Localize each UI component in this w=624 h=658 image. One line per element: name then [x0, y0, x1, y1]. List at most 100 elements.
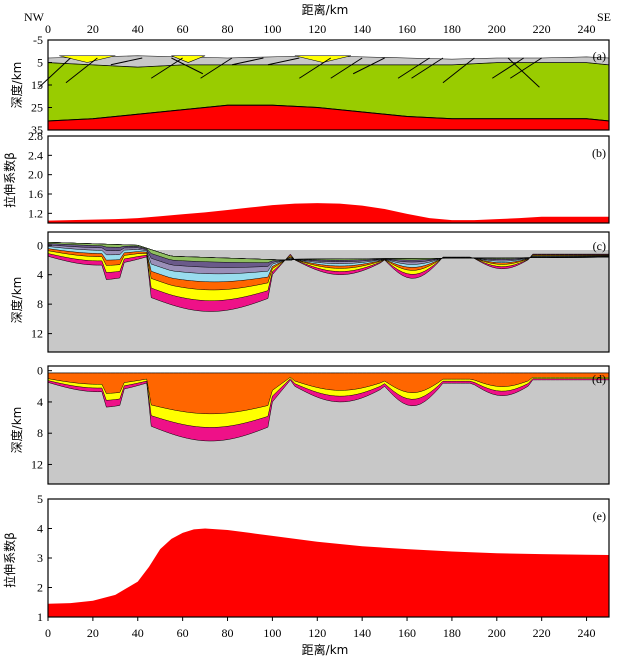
fault-line: [509, 57, 542, 79]
y-tick-label: 15: [31, 78, 43, 92]
panel-e-y-axis: 1 2 3 4 5: [37, 492, 52, 624]
fault-line: [299, 57, 332, 79]
bottom-tick-label: 80: [222, 626, 234, 640]
panel-b-ylabel: 拉伸系数β: [2, 152, 17, 208]
y-tick-label: 25: [31, 101, 43, 115]
y-tick-label: 2.4: [28, 148, 43, 162]
top-tick-label: 220: [533, 22, 551, 36]
y-tick-label: 8: [37, 297, 43, 311]
bottom-tick-label: 200: [488, 626, 506, 640]
fault-line: [330, 57, 363, 79]
fault-line: [267, 57, 300, 66]
top-tick-label: 40: [132, 22, 144, 36]
bottom-tick-label: 20: [87, 626, 99, 640]
y-tick-label: -5: [33, 33, 43, 47]
bottom-x-axis: 0 20 40 60 80 100 120 140 160 180 200 220 240: [45, 617, 596, 640]
panel-b-y-axis: 2.8 2.4 2.0 1.6 1.2: [28, 129, 52, 220]
bottom-tick-label: 180: [443, 626, 461, 640]
y-tick-label: 8: [37, 426, 43, 440]
bottom-tick-label: 140: [353, 626, 371, 640]
fault-line: [65, 57, 98, 84]
sediment-layer-yellow: [59, 55, 352, 63]
fault-line: [171, 57, 204, 75]
y-tick-label: 1.6: [28, 187, 43, 201]
top-tick-label: 140: [353, 22, 371, 36]
fault-line: [150, 57, 183, 79]
panel-e: 1 2 3 4 5 (e) 拉伸系数β: [2, 492, 610, 624]
top-tick-label: 100: [263, 22, 281, 36]
y-tick-label: 4: [37, 522, 43, 536]
nw-label: NW: [24, 10, 45, 24]
fault-line: [231, 57, 264, 66]
y-tick-label: 12: [31, 327, 43, 341]
y-tick-label: 2.0: [28, 168, 43, 182]
panel-a-tag: (a): [593, 49, 606, 63]
panel-d-y-axis: 0 4 8 12: [31, 364, 52, 471]
panel-e-ylabel: 拉伸系数β: [2, 532, 17, 588]
y-tick-label: 3: [37, 551, 43, 565]
bottom-tick-label: 40: [132, 626, 144, 640]
y-tick-label: 0: [37, 238, 43, 252]
panel-e-tag: (e): [593, 509, 606, 523]
y-tick-label: 5: [37, 56, 43, 70]
fault-line: [397, 57, 430, 79]
fault-line: [507, 57, 540, 88]
panel-b: 2.8 2.4 2.0 1.6 1.2 (b) 拉伸系数β: [2, 129, 610, 224]
y-tick-label: 12: [31, 457, 43, 471]
y-tick-label: 2.8: [28, 129, 43, 143]
stretch-factor-area-b: [48, 203, 609, 223]
top-tick-label: 60: [177, 22, 189, 36]
y-tick-label: 2: [37, 581, 43, 595]
panel-c: 0 4 8 12 (c) 深度/km: [9, 231, 610, 353]
bottom-tick-label: 220: [533, 626, 551, 640]
fault-line: [492, 57, 524, 79]
panel-c-y-axis: 0 4 8 12: [31, 238, 52, 341]
bottom-tick-label: 160: [398, 626, 416, 640]
se-label: SE: [597, 10, 611, 24]
yellow-wedge: [59, 55, 116, 63]
y-tick-label: 4: [37, 268, 43, 282]
y-tick-label: 4: [37, 395, 43, 409]
fault-line: [352, 57, 385, 75]
fault-lines: [38, 57, 542, 88]
top-x-axis: 0 20 40 60 80 100 120 140 160 180 200 220 240: [45, 22, 596, 44]
y-tick-label: 5: [37, 492, 43, 506]
bottom-tick-label: 120: [308, 626, 326, 640]
top-tick-label: 180: [443, 22, 461, 36]
panel-b-tag: (b): [592, 146, 606, 160]
bottom-tick-label: 0: [45, 626, 51, 640]
fault-line: [110, 57, 143, 66]
bottom-tick-label: 240: [578, 626, 596, 640]
top-tick-label: 120: [308, 22, 326, 36]
top-tick-label: 80: [222, 22, 234, 36]
top-tick-label: 0: [45, 22, 51, 36]
panel-d: 0 4 8 12 (d) 深度/km: [9, 364, 610, 485]
fault-line: [442, 57, 475, 84]
panel-d-tag: (d): [592, 372, 606, 386]
panel-c-ylabel: 深度/km: [9, 277, 24, 324]
top-tick-label: 200: [488, 22, 506, 36]
bottom-tick-label: 100: [263, 626, 281, 640]
y-tick-label: 0: [37, 364, 43, 378]
fault-line: [200, 57, 233, 79]
stretch-factor-area-e: [48, 528, 609, 617]
top-axis-title: 距离/km: [302, 2, 349, 17]
bottom-tick-label: 60: [177, 626, 189, 640]
yellow-wedge: [294, 55, 352, 63]
panel-d-ylabel: 深度/km: [9, 407, 24, 454]
y-tick-label: 35: [31, 123, 43, 137]
y-tick-label: 1: [37, 610, 43, 624]
y-tick-label: 1.2: [28, 206, 43, 220]
top-tick-label: 20: [87, 22, 99, 36]
panel-a-y-axis: -5 5 15 25 35: [31, 33, 52, 137]
top-tick-label: 160: [398, 22, 416, 36]
yellow-wedge: [171, 55, 206, 63]
fault-line: [38, 57, 71, 88]
top-tick-label: 240: [578, 22, 596, 36]
basin-layers-c: [47, 242, 610, 312]
bottom-axis-title: 距离/km: [302, 642, 349, 657]
panel-a: -5 5 15 25 35 (a) 深度/km: [9, 33, 610, 137]
panel-c-tag: (c): [593, 239, 606, 253]
panel-a-ylabel: 深度/km: [9, 62, 24, 109]
